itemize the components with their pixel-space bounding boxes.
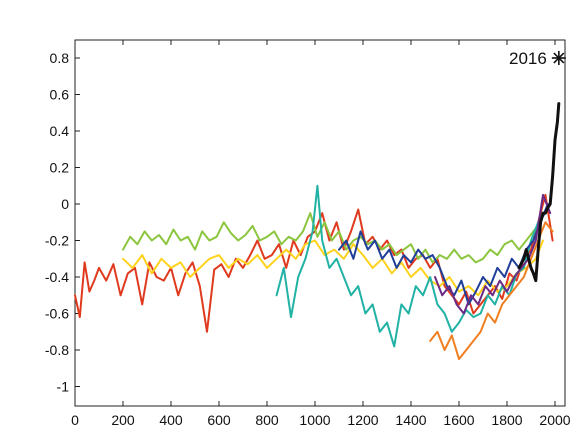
x-tick-label: 1000 <box>299 412 330 428</box>
y-tick-label: -0.2 <box>45 233 69 249</box>
series-line-0 <box>74 193 554 333</box>
y-tick-label: -0.6 <box>45 306 69 322</box>
y-tick-label: -0.8 <box>45 342 69 358</box>
annotation-label: 2016 <box>509 49 547 68</box>
y-tick-label: -0.4 <box>45 269 69 285</box>
plot-frame <box>74 39 566 407</box>
x-tick-label: 0 <box>71 412 79 428</box>
y-tick-label: 0.2 <box>50 160 70 176</box>
y-tick-label: 0 <box>61 196 69 212</box>
x-tick-label: 1400 <box>395 412 426 428</box>
y-tick-label: 0.6 <box>50 87 70 103</box>
x-tick-label: 2000 <box>539 412 570 428</box>
x-tick-label: 400 <box>159 412 183 428</box>
series-line-1 <box>122 212 542 264</box>
x-tick-label: 600 <box>207 412 231 428</box>
x-axis: 0 200 400 600 800 1000 1200 1400 1600 1800 2000 <box>71 40 571 428</box>
series-line-7 <box>517 102 561 283</box>
series-line-2 <box>122 239 544 297</box>
x-tick-label: 800 <box>255 412 279 428</box>
series-line-6 <box>429 221 554 361</box>
asterisk-icon <box>551 51 566 65</box>
asterisk-stroke <box>553 52 565 64</box>
series-line-4 <box>338 203 549 306</box>
y-tick-label: -1 <box>57 379 70 395</box>
y-tick-label: 0.8 <box>50 50 70 66</box>
series-layer <box>74 102 561 361</box>
series-line-5 <box>434 193 552 315</box>
series-line-3 <box>275 184 547 348</box>
x-tick-label: 1800 <box>491 412 522 428</box>
annotation: 2016 <box>509 49 566 68</box>
x-tick-label: 1600 <box>443 412 474 428</box>
x-tick-label: 200 <box>111 412 135 428</box>
x-tick-label: 1200 <box>347 412 378 428</box>
y-tick-label: 0.4 <box>50 123 70 139</box>
y-axis: 0.8 0.6 0.4 0.2 0 -0.2 -0.4 -0.6 -0.8 -1 <box>45 50 80 395</box>
